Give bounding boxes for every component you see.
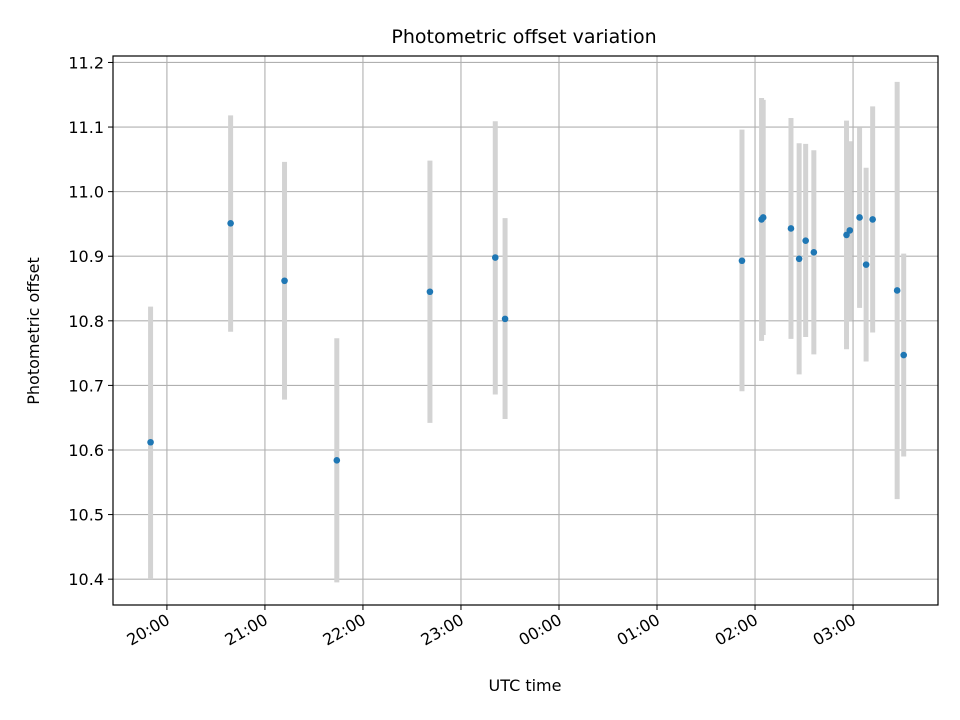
y-axis-label: Photometric offset <box>24 257 43 405</box>
data-point <box>501 315 509 323</box>
x-tick-label: 00:00 <box>516 610 565 650</box>
data-point <box>802 237 809 245</box>
x-axis-label: UTC time <box>489 676 562 695</box>
y-tick-label: 11.1 <box>68 118 104 137</box>
data-point <box>856 214 863 221</box>
data-point <box>738 257 746 265</box>
data-point <box>426 288 434 296</box>
data-point <box>147 438 154 446</box>
data-point <box>846 227 854 234</box>
data-point <box>862 261 870 268</box>
x-tick-label: 02:00 <box>712 610 761 650</box>
x-tick-label: 21:00 <box>221 610 270 650</box>
x-tick-label: 22:00 <box>320 610 369 650</box>
x-tick-label: 03:00 <box>810 610 859 650</box>
x-axis-ticks: 20:00 21:00 22:00 23:00 00:00 01:00 02:00 03:00 <box>123 605 859 650</box>
y-tick-label: 10.5 <box>68 506 104 525</box>
data-point <box>759 214 767 221</box>
chart-title: Photometric offset variation <box>391 26 656 48</box>
data-point <box>281 277 288 285</box>
data-point <box>869 216 876 223</box>
y-tick-label: 10.8 <box>68 312 104 331</box>
plot-frame <box>112 55 939 606</box>
y-axis-ticks: 10.4 10.5 10.6 10.7 10.8 10.9 11.0 11.1 11.2 <box>68 53 113 589</box>
data-point <box>810 249 818 256</box>
data-point <box>227 219 234 227</box>
data-point <box>900 351 907 359</box>
y-tick-label: 10.9 <box>68 247 104 266</box>
error-bars <box>148 81 907 583</box>
x-tick-label: 20:00 <box>123 610 172 650</box>
data-point <box>333 457 341 464</box>
x-tick-label: 23:00 <box>418 610 467 650</box>
y-tick-label: 11.2 <box>68 53 104 72</box>
data-point <box>795 255 803 263</box>
y-tick-label: 11.0 <box>68 183 104 202</box>
data-point <box>491 254 499 261</box>
data-points <box>147 214 907 464</box>
y-tick-label: 10.6 <box>68 441 104 460</box>
data-point <box>893 287 901 294</box>
y-tick-label: 10.7 <box>68 376 104 395</box>
x-tick-label: 01:00 <box>614 610 663 650</box>
data-point <box>787 225 795 232</box>
y-tick-label: 10.4 <box>68 570 104 589</box>
